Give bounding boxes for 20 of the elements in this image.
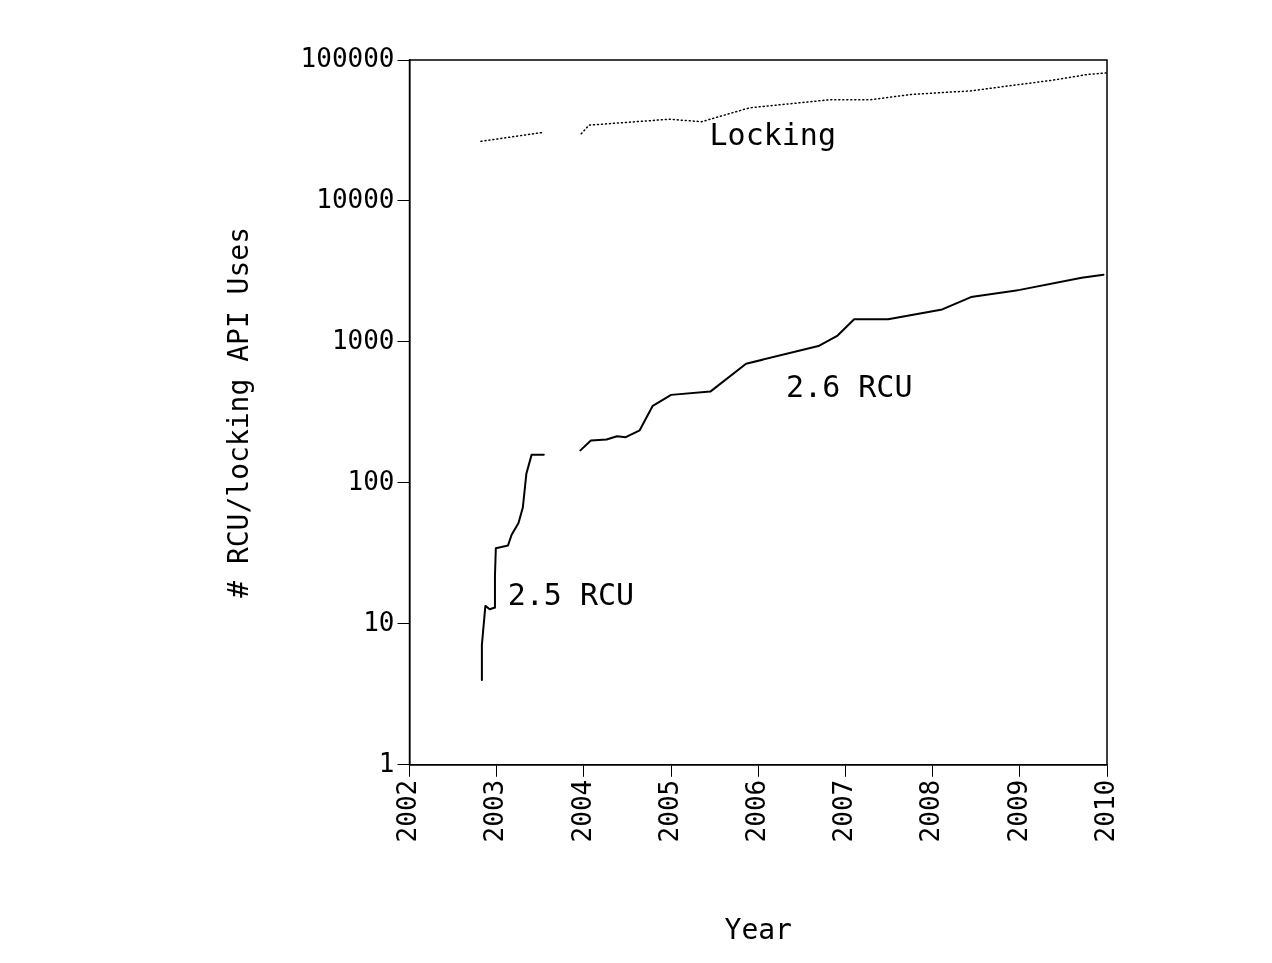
x-tick-label: 2005 <box>653 779 684 843</box>
x-tick-label: 2004 <box>566 779 597 843</box>
x-tick-label: 2003 <box>479 779 510 843</box>
x-tick-label: 2008 <box>915 779 946 843</box>
x-tick-label: 2006 <box>741 779 772 843</box>
y-tick-label: 1 <box>378 747 395 778</box>
x-tick-label: 2009 <box>1002 779 1033 843</box>
y-tick-label: 10 <box>363 606 395 637</box>
x-tick-label: 2010 <box>1089 779 1120 843</box>
x-tick-label: 2002 <box>392 779 423 843</box>
y-tick-label: 100000 <box>300 42 395 73</box>
y-axis-title: # RCU/locking API Uses <box>222 226 256 598</box>
y-tick-label: 10000 <box>316 183 395 214</box>
y-tick-label: 1000 <box>331 324 395 355</box>
x-axis-title: Year <box>724 913 792 947</box>
series-label: 2.6 RCU <box>786 368 913 404</box>
series-label: 2.5 RCU <box>507 576 635 612</box>
y-tick-label: 100 <box>347 465 395 496</box>
series-label: Locking <box>709 116 836 152</box>
x-tick-label: 2007 <box>828 779 859 843</box>
